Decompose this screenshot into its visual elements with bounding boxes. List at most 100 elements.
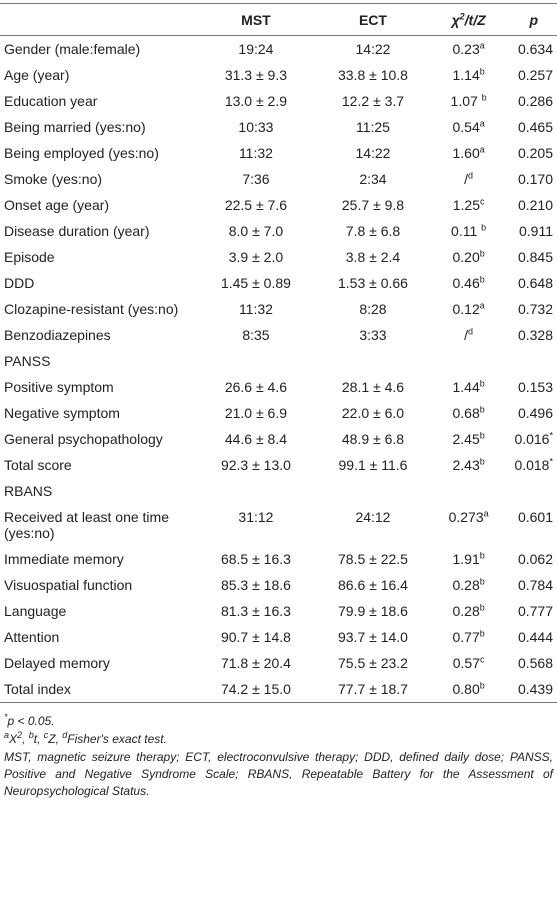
superscript: a: [4, 730, 10, 740]
cell-ect: 7.8 ± 6.8: [319, 218, 427, 244]
cell-value: 0.205: [517, 145, 553, 161]
cell-value: 0.845: [517, 249, 553, 265]
cell-value: 1.45 ± 0.89: [220, 275, 291, 291]
superscript: b: [479, 66, 485, 77]
cell-stat: /d: [427, 166, 511, 192]
cell-value: 0.444: [517, 629, 553, 645]
cell-mst: 92.3 ± 13.0: [193, 452, 319, 478]
cell-value: 1.44: [452, 379, 480, 395]
cell-ect: 48.9 ± 6.8: [319, 426, 427, 452]
cell-value: 0.732: [517, 301, 553, 317]
cell-p: 0.210: [510, 192, 557, 218]
table-row: Immediate memory 68.5 ± 16.3 78.5 ± 22.5 1.…: [0, 546, 557, 572]
cell-ect: 99.1 ± 11.6: [319, 452, 427, 478]
cell-value: 31.3 ± 9.3: [224, 67, 288, 83]
row-label: Disease duration (year): [4, 223, 150, 239]
cell-value: 1.07: [450, 93, 482, 109]
cell-ect: 75.5 ± 23.2: [319, 650, 427, 676]
cell-mst: 68.5 ± 16.3: [193, 546, 319, 572]
cell-stat: [427, 478, 511, 504]
cell-stat: [427, 348, 511, 374]
table-row: Education year 13.0 ± 2.9 12.2 ± 3.7 1.07 b…: [0, 88, 557, 114]
table-row: PANSS: [0, 348, 557, 374]
row-label: PANSS: [4, 353, 51, 369]
cell-ect: [319, 478, 427, 504]
cell-ect: 25.7 ± 9.8: [319, 192, 427, 218]
cell-value: 81.3 ± 16.3: [220, 603, 291, 619]
cell-p: 0.784: [510, 572, 557, 598]
cell-value: 0.80: [452, 681, 480, 697]
cell-ect: 77.7 ± 18.7: [319, 676, 427, 703]
cell-value: 7.8 ± 6.8: [345, 223, 401, 239]
cell-value: 0.77: [452, 629, 480, 645]
cell-value: 92.3 ± 13.0: [220, 457, 291, 473]
cell-mst: 85.3 ± 18.6: [193, 572, 319, 598]
superscript: *: [549, 430, 553, 441]
cell-value: 77.7 ± 18.7: [337, 681, 408, 697]
table-row: Being employed (yes:no) 11:32 14:22 1.60a 0.…: [0, 140, 557, 166]
cell-mst: 26.6 ± 4.6: [193, 374, 319, 400]
cell-stat: 1.44b: [427, 374, 511, 400]
table-row: Negative symptom 21.0 ± 6.9 22.0 ± 6.0 0.68…: [0, 400, 557, 426]
cell-p: 0.601: [510, 504, 557, 546]
cell-p: 0.018*: [510, 452, 557, 478]
footnote: *p < 0.05.: [4, 713, 553, 730]
page: MST ECT χ2/t/Z p Gender (male:female) 19:…: [0, 3, 557, 798]
table-row: Smoke (yes:no) 7:36 2:34/d 0.170: [0, 166, 557, 192]
cell-stat: 2.45b: [427, 426, 511, 452]
header-row: MST ECT χ2/t/Z p: [0, 3, 557, 36]
row-label: Attention: [4, 629, 60, 645]
cell-value: 0.568: [517, 655, 553, 671]
superscript: b: [479, 680, 485, 691]
cell-value: 11:32: [238, 145, 273, 161]
cell-p: 0.911: [510, 218, 557, 244]
cell-ect: [319, 348, 427, 374]
cell-value: 8:28: [359, 301, 387, 317]
cell-ect: 14:22: [319, 140, 427, 166]
superscript: c: [43, 730, 49, 740]
cell-value: 0.911: [519, 223, 553, 239]
cell-mst: 10:33: [193, 114, 319, 140]
table-row: Clozapine-resistant (yes:no) 11:32 8:28 0.1…: [0, 296, 557, 322]
cell-p: 0.732: [510, 296, 557, 322]
cell-mst: 11:32: [193, 140, 319, 166]
cell-value: 13.0 ± 2.9: [224, 93, 288, 109]
cell-mst: 11:32: [193, 296, 319, 322]
row-label: Age (year): [4, 67, 70, 83]
header-stat: χ2/t/Z: [427, 4, 511, 36]
text-part: Χ: [9, 732, 18, 746]
superscript: a: [479, 40, 485, 51]
superscript: b: [479, 248, 485, 259]
cell-value: 0.648: [517, 275, 553, 291]
cell-value: 1.25: [452, 197, 480, 213]
superscript: a: [483, 508, 489, 519]
cell-value: 90.7 ± 14.8: [220, 629, 291, 645]
cell-value: 0.20: [452, 249, 480, 265]
superscript: b: [479, 576, 485, 587]
text-part: Fisher's exact test.: [67, 732, 167, 746]
cell-p: 0.328: [510, 322, 557, 348]
superscript: b: [479, 550, 485, 561]
table-row: Age (year) 31.3 ± 9.3 33.8 ± 10.8 1.14b 0.25…: [0, 62, 557, 88]
cell-p: [510, 348, 557, 374]
cell-mst: [193, 348, 319, 374]
cell-p: 0.634: [510, 36, 557, 63]
cell-mst: 13.0 ± 2.9: [193, 88, 319, 114]
cell-value: 0.11: [451, 223, 482, 239]
cell-mst: 8.0 ± 7.0: [193, 218, 319, 244]
cell-mst: 74.2 ± 15.0: [193, 676, 319, 703]
cell-mst: 90.7 ± 14.8: [193, 624, 319, 650]
cell-value: 0.634: [517, 41, 553, 57]
cell-p: 0.257: [510, 62, 557, 88]
table-row: Delayed memory 71.8 ± 20.4 75.5 ± 23.2 0.57…: [0, 650, 557, 676]
cell-value: 0.153: [517, 379, 553, 395]
header-mst: MST: [241, 11, 271, 28]
cell-ect: 93.7 ± 14.0: [319, 624, 427, 650]
cell-value: 24:12: [355, 509, 391, 525]
cell-value: 0.170: [517, 171, 553, 187]
cell-mst: 44.6 ± 8.4: [193, 426, 319, 452]
cell-value: 0.68: [452, 405, 480, 421]
row-label: Positive symptom: [4, 379, 114, 395]
cell-ect: 12.2 ± 3.7: [319, 88, 427, 114]
cell-p: 0.845: [510, 244, 557, 270]
